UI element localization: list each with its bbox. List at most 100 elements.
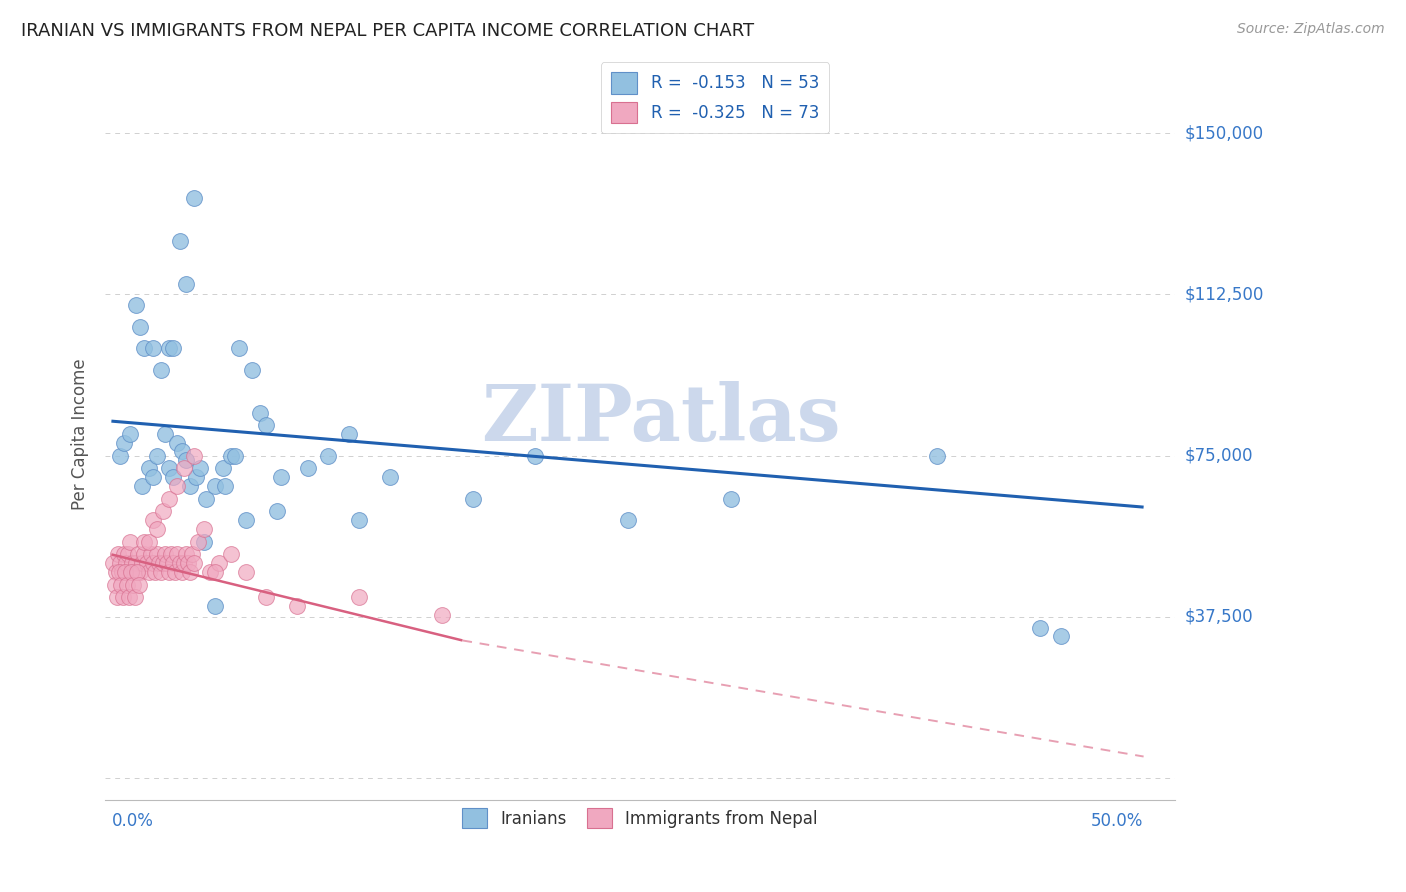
Point: [927, 449, 949, 463]
Point: [120, 565, 142, 579]
Point: [183, 190, 205, 204]
Point: [297, 461, 319, 475]
Text: $112,500: $112,500: [1185, 285, 1264, 303]
Point: [179, 565, 201, 579]
Y-axis label: Per Capita Income: Per Capita Income: [72, 359, 89, 510]
Point: [169, 556, 191, 570]
Point: [115, 556, 138, 570]
Point: [122, 577, 145, 591]
Point: [139, 548, 162, 562]
Point: [143, 565, 166, 579]
Point: [131, 478, 153, 492]
Point: [114, 565, 136, 579]
Point: [204, 565, 226, 579]
Point: [104, 565, 127, 579]
Point: [240, 362, 263, 376]
Point: [184, 470, 207, 484]
Point: [156, 556, 179, 570]
Point: [125, 298, 148, 312]
Point: [193, 534, 215, 549]
Point: [177, 556, 200, 570]
Point: [157, 341, 180, 355]
Point: [166, 435, 188, 450]
Point: [108, 449, 131, 463]
Point: [142, 341, 165, 355]
Point: [219, 548, 242, 562]
Text: Source: ZipAtlas.com: Source: ZipAtlas.com: [1237, 22, 1385, 37]
Point: [285, 599, 308, 613]
Point: [179, 478, 201, 492]
Point: [128, 577, 150, 591]
Point: [153, 548, 176, 562]
Point: [720, 491, 742, 506]
Point: [107, 565, 129, 579]
Point: [228, 341, 250, 355]
Point: [200, 565, 222, 579]
Point: [162, 556, 184, 570]
Point: [170, 444, 193, 458]
Point: [174, 452, 197, 467]
Point: [212, 461, 235, 475]
Point: [107, 548, 129, 562]
Point: [138, 534, 160, 549]
Point: [146, 449, 169, 463]
Point: [235, 565, 257, 579]
Point: [135, 556, 157, 570]
Point: [121, 556, 143, 570]
Point: [152, 504, 174, 518]
Point: [183, 449, 205, 463]
Point: [204, 599, 226, 613]
Point: [157, 491, 180, 506]
Point: [378, 470, 401, 484]
Point: [166, 548, 188, 562]
Point: [430, 607, 453, 622]
Point: [157, 461, 180, 475]
Point: [249, 405, 271, 419]
Point: [523, 449, 546, 463]
Point: [174, 548, 197, 562]
Point: [160, 548, 183, 562]
Point: [188, 461, 211, 475]
Point: [224, 449, 246, 463]
Point: [270, 470, 292, 484]
Text: ZIPatlas: ZIPatlas: [481, 382, 841, 458]
Point: [204, 478, 226, 492]
Point: [103, 577, 125, 591]
Point: [110, 577, 132, 591]
Text: 0.0%: 0.0%: [111, 813, 153, 830]
Point: [162, 341, 184, 355]
Legend: Iranians, Immigrants from Nepal: Iranians, Immigrants from Nepal: [456, 801, 824, 835]
Point: [347, 591, 370, 605]
Point: [316, 449, 339, 463]
Point: [254, 418, 277, 433]
Point: [129, 319, 152, 334]
Point: [173, 461, 195, 475]
Point: [193, 522, 215, 536]
Point: [138, 461, 160, 475]
Point: [142, 556, 165, 570]
Point: [1029, 621, 1052, 635]
Point: [214, 478, 236, 492]
Point: [208, 556, 231, 570]
Point: [134, 548, 156, 562]
Point: [149, 565, 172, 579]
Point: [124, 591, 146, 605]
Point: [131, 556, 153, 570]
Point: [148, 556, 170, 570]
Point: [127, 548, 149, 562]
Point: [254, 591, 277, 605]
Point: [461, 491, 484, 506]
Point: [122, 565, 145, 579]
Point: [138, 565, 160, 579]
Point: [111, 591, 134, 605]
Text: IRANIAN VS IMMIGRANTS FROM NEPAL PER CAPITA INCOME CORRELATION CHART: IRANIAN VS IMMIGRANTS FROM NEPAL PER CAP…: [21, 22, 754, 40]
Point: [146, 548, 169, 562]
Point: [235, 513, 257, 527]
Point: [162, 470, 184, 484]
Point: [157, 565, 180, 579]
Point: [103, 556, 125, 570]
Point: [112, 435, 135, 450]
Point: [142, 513, 165, 527]
Point: [170, 565, 193, 579]
Point: [105, 591, 128, 605]
